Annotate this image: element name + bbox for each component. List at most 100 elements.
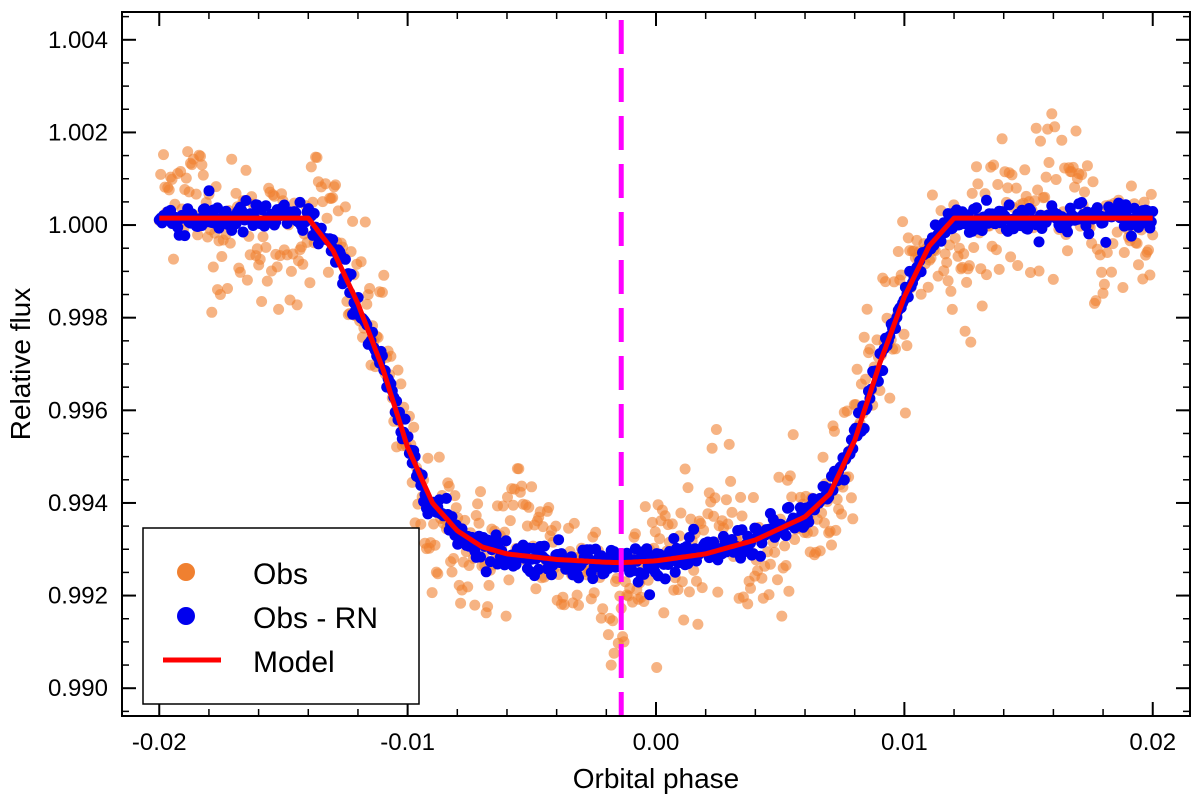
obs-point	[513, 463, 525, 475]
obs-point	[226, 153, 238, 165]
obs-point	[895, 269, 907, 281]
obs-point	[568, 517, 580, 529]
obs-point	[260, 241, 272, 253]
obs-point	[861, 303, 873, 315]
obs-point	[408, 421, 420, 433]
obs-point	[996, 133, 1008, 145]
obs-point	[230, 187, 242, 199]
obs-point	[745, 582, 756, 594]
obs-point	[347, 215, 359, 227]
obs-point	[608, 647, 620, 659]
obs-point	[789, 534, 801, 545]
obs-point	[1043, 157, 1055, 168]
obs-point	[1046, 108, 1058, 120]
obs-rn-point	[659, 573, 671, 585]
obs-point	[192, 229, 204, 241]
obs-rn-point	[587, 573, 599, 585]
obs-point	[773, 471, 785, 483]
obs-point	[892, 246, 904, 257]
obs-rn-point	[1076, 197, 1088, 208]
y-tick-label: 1.004	[48, 27, 108, 54]
obs-point	[163, 184, 175, 196]
obs-point	[1019, 164, 1031, 176]
legend: Obs Obs - RN Model	[142, 527, 420, 705]
obs-rn-point	[260, 200, 272, 212]
y-tick-label: 1.000	[48, 212, 108, 239]
obs-point	[726, 506, 738, 518]
obs-point	[1050, 174, 1062, 185]
obs-point	[1070, 125, 1082, 137]
obs-point	[469, 599, 481, 611]
obs-point	[1040, 171, 1052, 183]
obs-point	[720, 494, 732, 506]
obs-point	[168, 253, 179, 265]
obs-point	[659, 510, 671, 522]
obs-rn-point	[546, 569, 557, 581]
obs-rn-point	[838, 474, 850, 486]
obs-point	[1056, 134, 1068, 146]
obs-point	[629, 528, 641, 540]
obs-point	[1006, 169, 1018, 181]
obs-point	[1035, 135, 1046, 147]
obs-point	[241, 274, 253, 286]
y-tick-label: 1.002	[48, 119, 108, 146]
obs-point	[433, 451, 445, 463]
obs-point	[1087, 176, 1099, 188]
obs-point	[725, 475, 737, 487]
obs-point	[526, 481, 538, 493]
obs-point	[216, 251, 228, 262]
obs-rn-point	[422, 508, 434, 520]
obs-point	[607, 615, 619, 627]
obs-point	[422, 452, 434, 464]
obs-rn-point	[538, 540, 550, 552]
obs-point	[311, 152, 323, 163]
obs-rn-point	[1025, 204, 1036, 216]
obs-rn-point	[553, 534, 565, 546]
obs-point	[339, 201, 351, 213]
obs-point	[710, 424, 722, 435]
obs-point	[966, 187, 978, 199]
obs-point	[364, 283, 376, 294]
obs-point	[256, 296, 268, 307]
obs-point	[736, 510, 748, 522]
obs-point	[708, 510, 720, 522]
obs-rn-point	[1003, 199, 1015, 211]
y-axis-title: Relative flux	[5, 288, 36, 441]
obs-point	[588, 587, 600, 599]
obs-point	[712, 586, 724, 598]
obs-point	[426, 587, 438, 599]
obs-point	[543, 502, 555, 513]
obs-point	[429, 539, 441, 551]
y-tick-label: 0.994	[48, 490, 108, 517]
obs-rn-point	[290, 207, 302, 219]
obs-rn-point	[632, 576, 644, 588]
obs-rn-point	[399, 413, 411, 425]
obs-point	[786, 491, 798, 503]
obs-point	[961, 276, 973, 288]
obs-point	[473, 517, 485, 529]
obs-point	[482, 601, 494, 613]
obs-point	[880, 276, 891, 288]
obs-rn-point	[297, 224, 309, 236]
obs-point	[685, 513, 697, 525]
obs-point	[968, 242, 980, 253]
obs-point	[597, 603, 609, 615]
obs-point	[683, 586, 695, 598]
obs-point	[297, 258, 309, 270]
obs-point	[523, 501, 535, 513]
obs-point	[1029, 195, 1041, 207]
obs-rn-point	[803, 516, 815, 528]
obs-point	[658, 607, 670, 619]
obs-point	[874, 385, 886, 396]
obs-point	[197, 169, 209, 181]
obs-point	[550, 520, 562, 532]
obs-point	[330, 179, 341, 191]
obs-point	[826, 539, 837, 551]
obs-point	[939, 248, 951, 260]
obs-point	[949, 232, 961, 244]
obs-point	[899, 407, 911, 419]
obs-point	[304, 277, 316, 289]
obs-point	[234, 266, 246, 278]
obs-rn-point	[240, 195, 252, 206]
obs-point	[503, 574, 515, 586]
